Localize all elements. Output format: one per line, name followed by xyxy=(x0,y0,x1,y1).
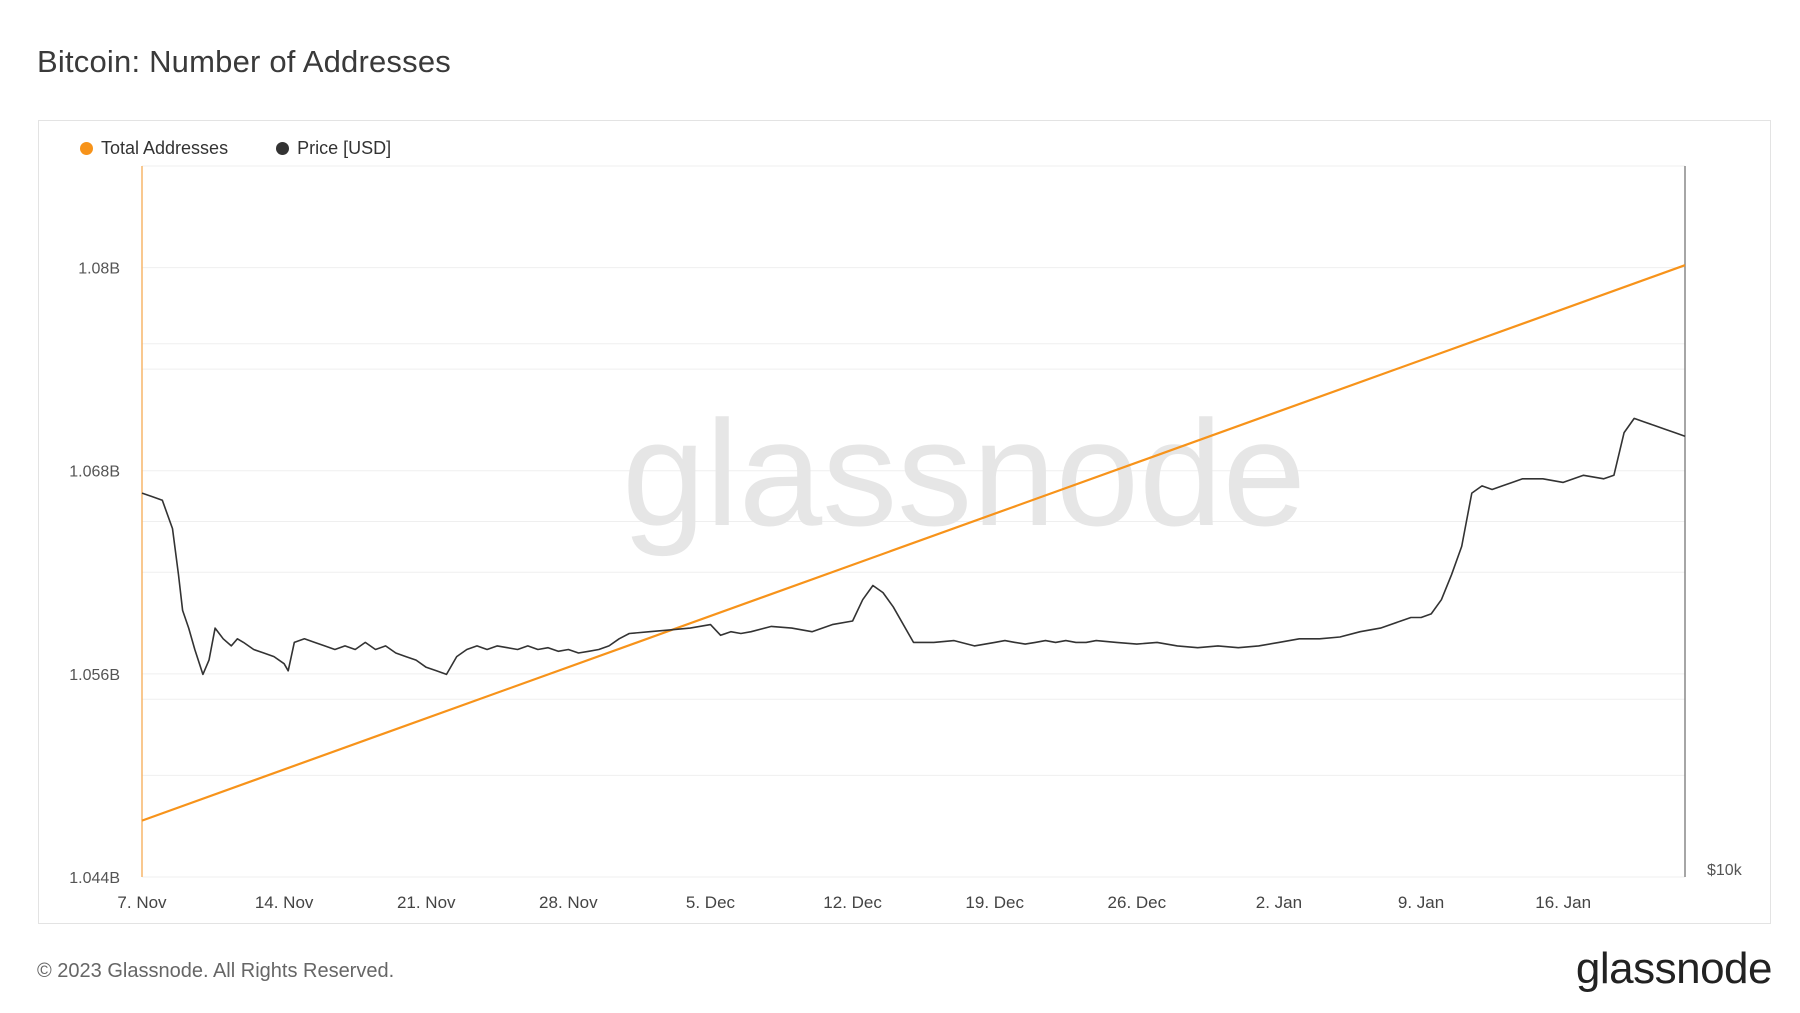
grid-lines xyxy=(142,165,1685,878)
x-tick-label: 21. Nov xyxy=(397,893,456,912)
copyright-footer: © 2023 Glassnode. All Rights Reserved. xyxy=(37,960,395,982)
series-line-total-addresses xyxy=(141,264,1686,822)
glassnode-logo[interactable]: glassnode xyxy=(1575,944,1773,993)
series-group xyxy=(141,264,1686,822)
series-line-price xyxy=(141,417,1686,676)
x-tick-label: 19. Dec xyxy=(965,893,1024,912)
x-tick-label: 12. Dec xyxy=(823,893,882,912)
chart-frame xyxy=(38,120,1771,924)
chart-title: Bitcoin: Number of Addresses xyxy=(37,44,451,79)
legend-label-price: Price [USD] xyxy=(297,138,392,158)
x-tick-label: 26. Dec xyxy=(1108,893,1167,912)
y-left-tick-label: 1.068B xyxy=(69,464,120,481)
y-left-tick-label: 1.056B xyxy=(69,667,120,684)
legend-dot-total-addresses xyxy=(80,142,93,155)
legend-item-total-addresses[interactable]: Total Addresses xyxy=(80,138,228,159)
legend-item-price[interactable]: Price [USD] xyxy=(276,138,391,159)
legend-label-total-addresses: Total Addresses xyxy=(101,138,229,158)
x-tick-label: 9. Jan xyxy=(1398,893,1444,912)
watermark: glassnode xyxy=(622,389,1306,557)
x-tick-label: 2. Jan xyxy=(1256,893,1302,912)
x-tick-label: 16. Jan xyxy=(1535,893,1591,912)
y-right-tick-label: $10k xyxy=(1707,862,1743,879)
x-tick-label: 28. Nov xyxy=(539,893,598,912)
axis-labels: 1.044B 1.056B 1.068B 1.08B $10k 7. Nov 14. Nov… xyxy=(69,261,1742,912)
y-left-tick-label: 1.08B xyxy=(78,261,120,278)
x-tick-label: 5. Dec xyxy=(686,893,736,912)
legend: Total Addresses Price [USD] xyxy=(80,138,391,159)
x-tick-label: 14. Nov xyxy=(255,893,314,912)
x-tick-label: 7. Nov xyxy=(117,893,167,912)
y-left-tick-label: 1.044B xyxy=(69,870,120,887)
axes xyxy=(141,166,1686,877)
legend-dot-price xyxy=(276,142,290,155)
